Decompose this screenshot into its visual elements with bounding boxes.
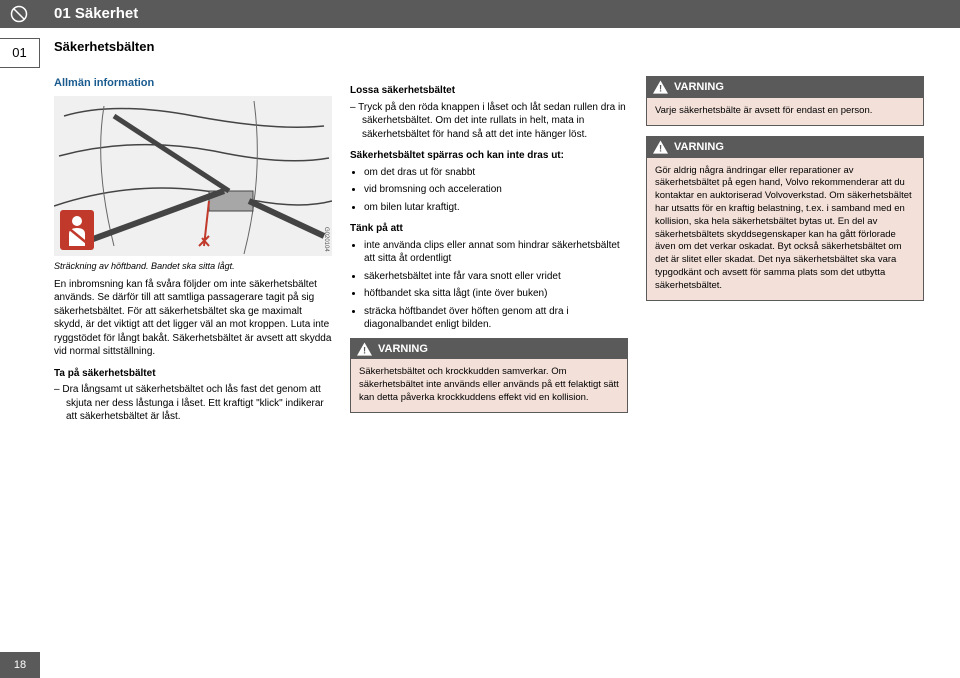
chapter-title: 01 Säkerhet — [54, 4, 138, 24]
figure-line-art — [54, 96, 332, 256]
warning-body: Varje säkerhetsbälte är avsett för endas… — [647, 98, 923, 125]
warning-label: VARNING — [674, 140, 724, 155]
warning-label: VARNING — [378, 342, 428, 357]
warning-box: ! VARNING Varje säkerhetsbälte är avsett… — [646, 76, 924, 126]
list-item: sträcka höftbandet över höften genom att… — [364, 305, 628, 332]
list-item: Dra långsamt ut säkerhetsbältet och lås … — [66, 383, 332, 424]
page-number: 18 — [0, 652, 40, 678]
col2-think-list: inte använda clips eller annat som hindr… — [350, 239, 628, 332]
content-columns: Allmän information G — [54, 76, 940, 430]
column-3: ! VARNING Varje säkerhetsbälte är avsett… — [646, 76, 924, 430]
warning-box: ! VARNING Säkerhetsbältet och krockkudde… — [350, 338, 628, 413]
chapter-header: 01 Säkerhet — [0, 0, 960, 28]
list-item: om bilen lutar kraftigt. — [364, 201, 628, 215]
col1-heading: Allmän information — [54, 76, 332, 91]
warning-body: Säkerhetsbältet och krockkudden samverka… — [351, 359, 627, 411]
section-title: Säkerhetsbälten — [54, 38, 154, 56]
col2-heading: Lossa säkerhetsbältet — [350, 84, 628, 98]
column-2: Lossa säkerhetsbältet Tryck på den röda … — [350, 76, 628, 430]
warning-label: VARNING — [674, 80, 724, 95]
col2-release-list: Tryck på den röda knappen i låset och lå… — [350, 101, 628, 142]
col1-sublist: Dra långsamt ut säkerhetsbältet och lås … — [54, 383, 332, 424]
warning-header: ! VARNING — [647, 137, 923, 158]
warning-header: ! VARNING — [647, 77, 923, 98]
warning-header: ! VARNING — [351, 339, 627, 360]
list-item: vid bromsning och acceleration — [364, 183, 628, 197]
no-symbol-icon — [10, 5, 28, 23]
seatbelt-figure: G020104 — [54, 96, 332, 256]
col2-lock-list: om det dras ut för snabbt vid bromsning … — [350, 166, 628, 215]
chapter-number: 01 — [12, 44, 26, 62]
svg-text:!: ! — [659, 144, 662, 154]
warning-box: ! VARNING Gör aldrig några ändringar ell… — [646, 136, 924, 301]
col1-intro: En inbromsning kan få svåra följder om i… — [54, 278, 332, 359]
column-1: Allmän information G — [54, 76, 332, 430]
chapter-side-tab: 01 — [0, 38, 40, 68]
warning-body: Gör aldrig några ändringar eller reparat… — [647, 158, 923, 300]
col2-think-heading: Tänk på att — [350, 222, 628, 236]
svg-text:!: ! — [363, 346, 366, 356]
warning-triangle-icon: ! — [357, 342, 372, 356]
figure-code: G020104 — [322, 227, 330, 252]
list-item: säkerhetsbältet inte får vara snott elle… — [364, 270, 628, 284]
col1-subheading: Ta på säkerhetsbältet — [54, 367, 332, 381]
list-item: höftbandet ska sitta lågt (inte över buk… — [364, 287, 628, 301]
figure-caption: Sträckning av höftband. Bandet ska sitta… — [54, 260, 332, 272]
warning-triangle-icon: ! — [653, 140, 668, 154]
seatbelt-pictogram-icon — [60, 210, 94, 250]
svg-text:!: ! — [659, 84, 662, 94]
list-item: om det dras ut för snabbt — [364, 166, 628, 180]
list-item: inte använda clips eller annat som hindr… — [364, 239, 628, 266]
warning-triangle-icon: ! — [653, 80, 668, 94]
list-item: Tryck på den röda knappen i låset och lå… — [362, 101, 628, 142]
col2-lock-heading: Säkerhetsbältet spärras och kan inte dra… — [350, 149, 628, 163]
